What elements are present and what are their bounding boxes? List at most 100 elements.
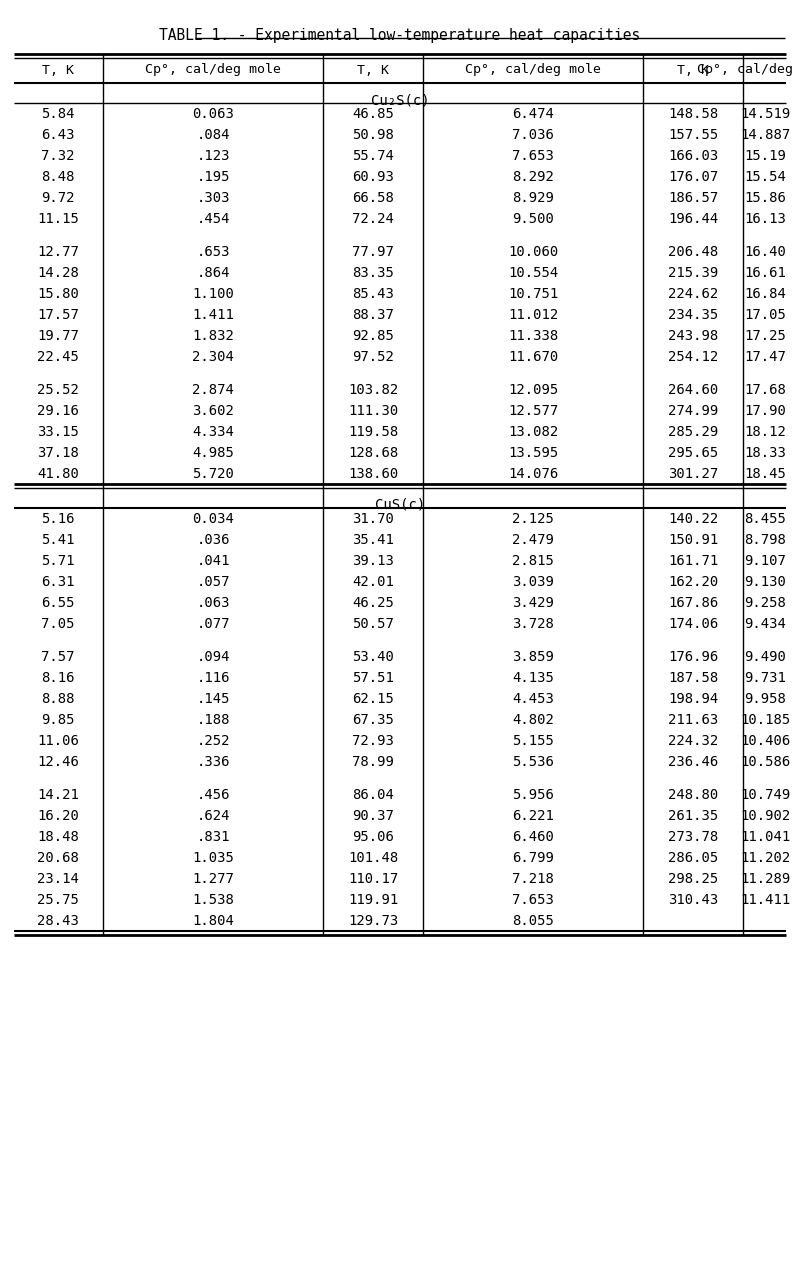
Text: 9.731: 9.731 bbox=[744, 671, 786, 685]
Text: 12.095: 12.095 bbox=[508, 382, 558, 396]
Text: 10.586: 10.586 bbox=[740, 754, 790, 769]
Text: 157.55: 157.55 bbox=[668, 128, 718, 142]
Text: 166.03: 166.03 bbox=[668, 149, 718, 163]
Text: 11.338: 11.338 bbox=[508, 328, 558, 343]
Text: 7.05: 7.05 bbox=[42, 617, 74, 631]
Text: 206.48: 206.48 bbox=[668, 245, 718, 259]
Text: 1.538: 1.538 bbox=[192, 893, 234, 907]
Text: 8.055: 8.055 bbox=[512, 913, 554, 928]
Text: 111.30: 111.30 bbox=[348, 404, 398, 418]
Text: T, K: T, K bbox=[677, 63, 709, 77]
Text: 31.70: 31.70 bbox=[352, 512, 394, 526]
Text: 16.61: 16.61 bbox=[744, 266, 786, 280]
Text: TABLE 1. - Experimental low-temperature heat capacities: TABLE 1. - Experimental low-temperature … bbox=[159, 28, 641, 44]
Text: 92.85: 92.85 bbox=[352, 328, 394, 343]
Text: T, K: T, K bbox=[357, 63, 389, 77]
Text: 5.720: 5.720 bbox=[192, 467, 234, 481]
Text: 6.55: 6.55 bbox=[42, 595, 74, 609]
Text: 9.958: 9.958 bbox=[744, 692, 786, 706]
Text: 8.16: 8.16 bbox=[42, 671, 74, 685]
Text: 55.74: 55.74 bbox=[352, 149, 394, 163]
Text: 17.57: 17.57 bbox=[37, 308, 79, 322]
Text: 236.46: 236.46 bbox=[668, 754, 718, 769]
Text: 2.304: 2.304 bbox=[192, 350, 234, 364]
Text: 5.84: 5.84 bbox=[42, 106, 74, 121]
Text: .336: .336 bbox=[196, 754, 230, 769]
Text: Cp°, cal/deg mole: Cp°, cal/deg mole bbox=[697, 63, 800, 77]
Text: 196.44: 196.44 bbox=[668, 212, 718, 226]
Text: 53.40: 53.40 bbox=[352, 650, 394, 663]
Text: 1.100: 1.100 bbox=[192, 287, 234, 302]
Text: 103.82: 103.82 bbox=[348, 382, 398, 396]
Text: 119.91: 119.91 bbox=[348, 893, 398, 907]
Text: 3.602: 3.602 bbox=[192, 404, 234, 418]
Text: 11.289: 11.289 bbox=[740, 872, 790, 887]
Text: 301.27: 301.27 bbox=[668, 467, 718, 481]
Text: 18.45: 18.45 bbox=[744, 467, 786, 481]
Text: 14.887: 14.887 bbox=[740, 128, 790, 142]
Text: 9.490: 9.490 bbox=[744, 650, 786, 663]
Text: .063: .063 bbox=[196, 595, 230, 609]
Text: 10.060: 10.060 bbox=[508, 245, 558, 259]
Text: .036: .036 bbox=[196, 532, 230, 547]
Text: 295.65: 295.65 bbox=[668, 446, 718, 459]
Text: 274.99: 274.99 bbox=[668, 404, 718, 418]
Text: 60.93: 60.93 bbox=[352, 169, 394, 183]
Text: 148.58: 148.58 bbox=[668, 106, 718, 121]
Text: 72.93: 72.93 bbox=[352, 734, 394, 748]
Text: 224.32: 224.32 bbox=[668, 734, 718, 748]
Text: 9.85: 9.85 bbox=[42, 713, 74, 727]
Text: 62.15: 62.15 bbox=[352, 692, 394, 706]
Text: 17.90: 17.90 bbox=[744, 404, 786, 418]
Text: 17.47: 17.47 bbox=[744, 350, 786, 364]
Text: 0.063: 0.063 bbox=[192, 106, 234, 121]
Text: 15.19: 15.19 bbox=[744, 149, 786, 163]
Text: 9.258: 9.258 bbox=[744, 595, 786, 609]
Text: 50.57: 50.57 bbox=[352, 617, 394, 631]
Text: 78.99: 78.99 bbox=[352, 754, 394, 769]
Text: 25.75: 25.75 bbox=[37, 893, 79, 907]
Text: 3.429: 3.429 bbox=[512, 595, 554, 609]
Text: 46.25: 46.25 bbox=[352, 595, 394, 609]
Text: .454: .454 bbox=[196, 212, 230, 226]
Text: 97.52: 97.52 bbox=[352, 350, 394, 364]
Text: Cp°, cal/deg mole: Cp°, cal/deg mole bbox=[465, 63, 601, 77]
Text: 17.25: 17.25 bbox=[744, 328, 786, 343]
Text: 174.06: 174.06 bbox=[668, 617, 718, 631]
Text: .145: .145 bbox=[196, 692, 230, 706]
Text: .057: .057 bbox=[196, 575, 230, 589]
Text: 12.77: 12.77 bbox=[37, 245, 79, 259]
Text: 3.728: 3.728 bbox=[512, 617, 554, 631]
Text: .041: .041 bbox=[196, 554, 230, 568]
Text: 25.52: 25.52 bbox=[37, 382, 79, 396]
Text: 1.832: 1.832 bbox=[192, 328, 234, 343]
Text: 7.036: 7.036 bbox=[512, 128, 554, 142]
Text: 10.406: 10.406 bbox=[740, 734, 790, 748]
Text: 14.28: 14.28 bbox=[37, 266, 79, 280]
Text: 128.68: 128.68 bbox=[348, 446, 398, 459]
Text: 298.25: 298.25 bbox=[668, 872, 718, 887]
Text: 16.13: 16.13 bbox=[744, 212, 786, 226]
Text: 7.218: 7.218 bbox=[512, 872, 554, 887]
Text: 4.334: 4.334 bbox=[192, 425, 234, 439]
Text: 176.07: 176.07 bbox=[668, 169, 718, 183]
Text: 42.01: 42.01 bbox=[352, 575, 394, 589]
Text: 11.202: 11.202 bbox=[740, 851, 790, 865]
Text: 254.12: 254.12 bbox=[668, 350, 718, 364]
Text: 72.24: 72.24 bbox=[352, 212, 394, 226]
Text: 198.94: 198.94 bbox=[668, 692, 718, 706]
Text: 273.78: 273.78 bbox=[668, 830, 718, 844]
Text: 187.58: 187.58 bbox=[668, 671, 718, 685]
Text: 18.48: 18.48 bbox=[37, 830, 79, 844]
Text: 211.63: 211.63 bbox=[668, 713, 718, 727]
Text: 11.06: 11.06 bbox=[37, 734, 79, 748]
Text: 90.37: 90.37 bbox=[352, 808, 394, 822]
Text: 46.85: 46.85 bbox=[352, 106, 394, 121]
Text: 285.29: 285.29 bbox=[668, 425, 718, 439]
Text: 57.51: 57.51 bbox=[352, 671, 394, 685]
Text: 11.012: 11.012 bbox=[508, 308, 558, 322]
Text: .831: .831 bbox=[196, 830, 230, 844]
Text: 9.130: 9.130 bbox=[744, 575, 786, 589]
Text: 67.35: 67.35 bbox=[352, 713, 394, 727]
Text: 1.035: 1.035 bbox=[192, 851, 234, 865]
